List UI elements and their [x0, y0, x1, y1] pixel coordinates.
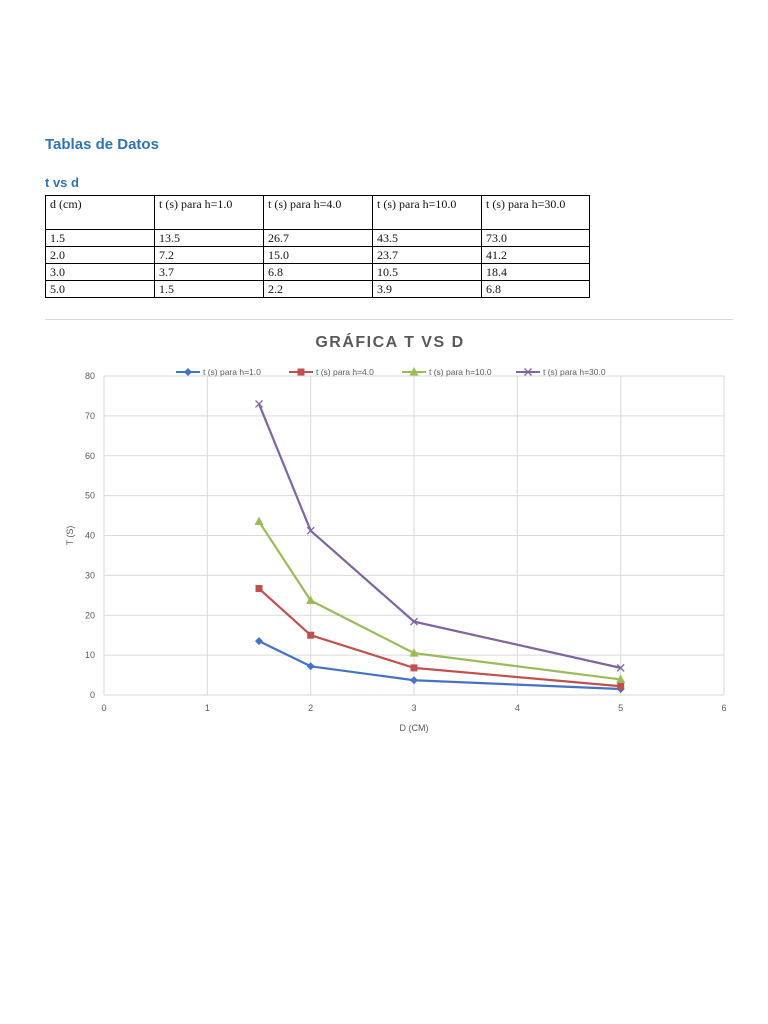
data-point [255, 585, 263, 593]
data-point [410, 664, 418, 672]
table-cell: 6.8 [263, 263, 373, 281]
table-cell: 5.0 [45, 280, 155, 298]
y-tick-label: 0 [90, 690, 95, 700]
legend-marker [184, 368, 192, 376]
data-point [616, 663, 625, 672]
legend-marker [409, 367, 419, 376]
data-point [255, 637, 263, 646]
line-chart: GRÁFICA T VS D 0 10 20 30 40 50 60 70 80 0 1 2 3 4 5 6 D … [65, 332, 727, 733]
data-point [616, 674, 626, 683]
y-tick-label: 40 [85, 531, 95, 541]
table-header-cell: t (s) para h=4.0 [263, 195, 373, 230]
legend-label: t (s) para h=1.0 [203, 367, 261, 377]
data-table: d (cm) t (s) para h=1.0 t (s) para h=4.0… [45, 195, 590, 298]
x-axis-label: D (CM) [400, 723, 429, 733]
table-cell: 15.0 [263, 246, 373, 264]
table-header-cell: t (s) para h=10.0 [372, 195, 482, 230]
series-line [258, 587, 621, 688]
table-cell: 2.2 [263, 280, 373, 298]
data-point [306, 595, 316, 604]
legend-marker [297, 368, 305, 376]
data-point [617, 682, 625, 690]
y-tick-label: 60 [85, 451, 95, 461]
x-tick-label: 3 [411, 703, 416, 713]
legend-label: t (s) para h=10.0 [429, 367, 492, 377]
legend-label: t (s) para h=30.0 [543, 367, 606, 377]
y-tick-label: 80 [85, 371, 95, 381]
table-cell: 26.7 [263, 229, 373, 247]
x-tick-label: 0 [101, 703, 106, 713]
data-point [255, 399, 263, 408]
legend-marker [524, 368, 532, 376]
data-point [410, 676, 418, 685]
table-cell: 1.5 [45, 229, 155, 247]
table-cell: 73.0 [481, 229, 590, 247]
chart-border-line [45, 319, 733, 320]
table-header-cell: t (s) para h=30.0 [481, 195, 590, 230]
table-row: 1.5 13.5 26.7 43.5 73.0 [45, 229, 590, 247]
series-line [258, 520, 621, 681]
data-point [306, 526, 315, 535]
data-point [307, 631, 315, 639]
table-row: 2.0 7.2 15.0 23.7 41.2 [45, 246, 590, 264]
x-tick-label: 5 [618, 703, 623, 713]
table-header-cell: d (cm) [45, 195, 155, 230]
table-cell: 2.0 [45, 246, 155, 264]
y-tick-label: 30 [85, 570, 95, 580]
x-tick-label: 4 [515, 703, 520, 713]
table-header-cell: t (s) para h=1.0 [154, 195, 264, 230]
table-cell: 7.2 [154, 246, 264, 264]
legend-label: t (s) para h=4.0 [316, 367, 374, 377]
table-cell: 3.0 [45, 263, 155, 281]
x-tick-label: 1 [205, 703, 210, 713]
table-row: 3.0 3.7 6.8 10.5 18.4 [45, 263, 590, 281]
table-row: 5.0 1.5 2.2 3.9 6.8 [45, 280, 590, 298]
y-tick-label: 20 [85, 610, 95, 620]
document-title: Tablas de Datos [45, 136, 159, 153]
section-subtitle: t vs d [45, 175, 79, 190]
table-cell: 3.7 [154, 263, 264, 281]
table-cell: 1.5 [154, 280, 264, 298]
data-point [409, 648, 419, 657]
table-cell: 10.5 [372, 263, 482, 281]
table-cell: 41.2 [481, 246, 590, 264]
table-cell: 13.5 [154, 229, 264, 247]
y-axis-label: T (S) [65, 526, 75, 546]
table-cell: 18.4 [481, 263, 590, 281]
data-point [410, 617, 418, 626]
y-tick-label: 50 [85, 491, 95, 501]
table-cell: 23.7 [372, 246, 482, 264]
table-cell: 3.9 [372, 280, 482, 298]
table-cell: 6.8 [481, 280, 590, 298]
y-tick-label: 10 [85, 650, 95, 660]
table-cell: 43.5 [372, 229, 482, 247]
x-tick-label: 6 [721, 703, 726, 713]
data-point [306, 662, 315, 671]
y-tick-label: 70 [85, 411, 95, 421]
chart-title: GRÁFICA T VS D [315, 332, 464, 351]
table-header-row: d (cm) t (s) para h=1.0 t (s) para h=4.0… [45, 195, 590, 230]
x-tick-label: 2 [308, 703, 313, 713]
series-line [258, 640, 621, 691]
data-point [254, 516, 264, 526]
series-line [257, 403, 621, 669]
